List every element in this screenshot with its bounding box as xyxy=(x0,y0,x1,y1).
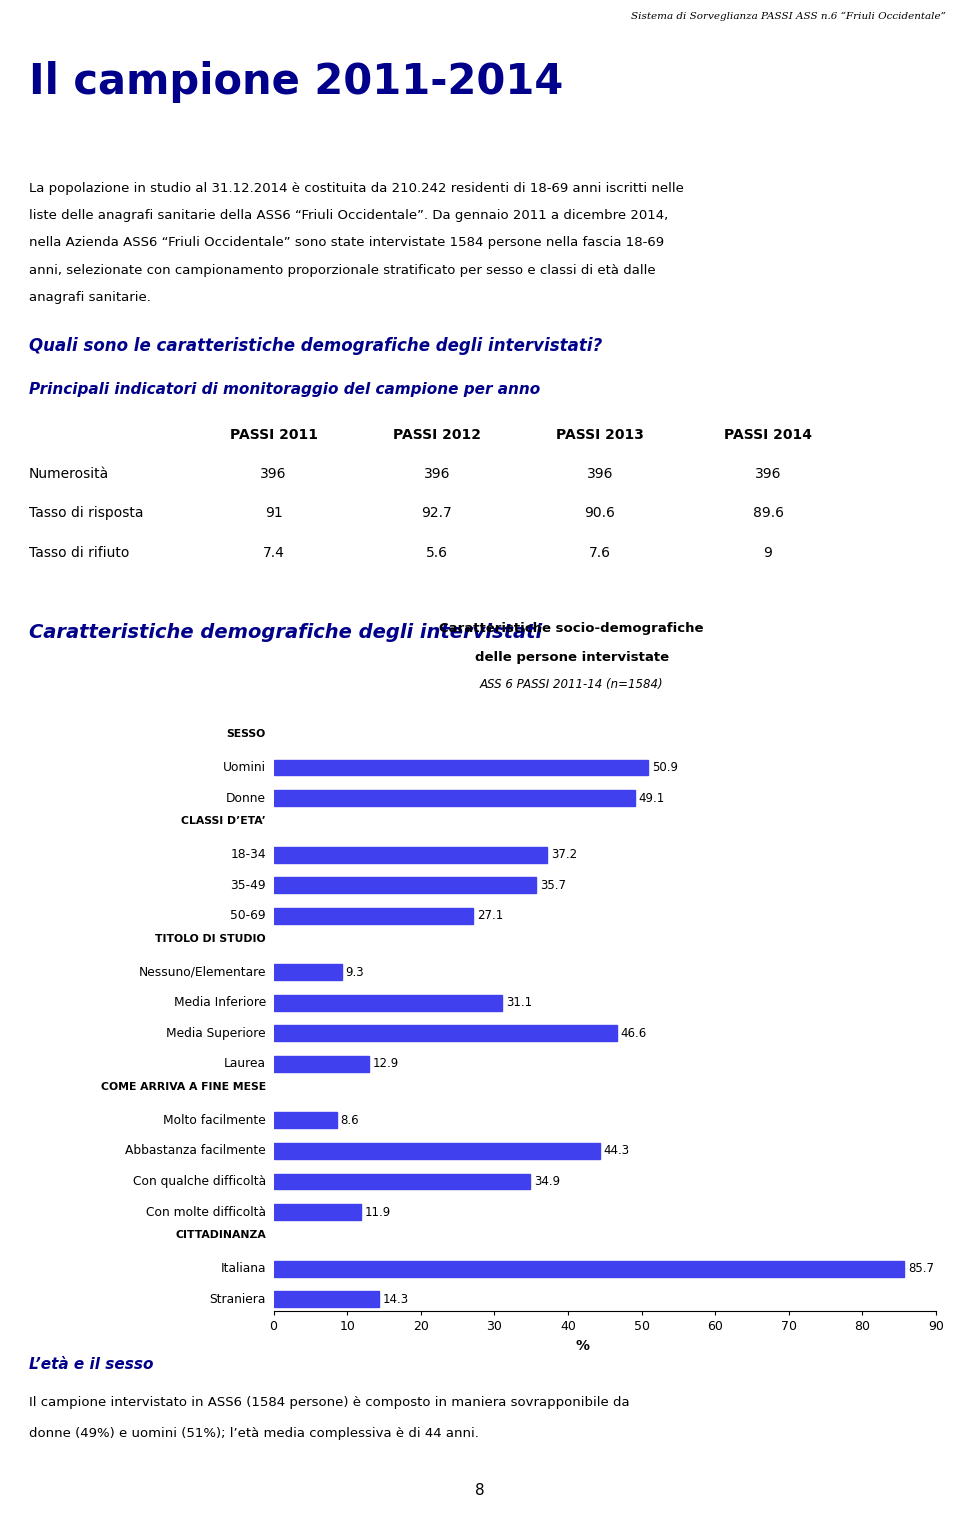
Text: Caratteristiche socio-demografiche: Caratteristiche socio-demografiche xyxy=(440,622,704,635)
Text: ASS 6 PASSI 2011-14 (n=1584): ASS 6 PASSI 2011-14 (n=1584) xyxy=(480,678,663,691)
Text: delle persone intervistate: delle persone intervistate xyxy=(474,650,669,664)
Text: nella Azienda ASS6 “Friuli Occidentale” sono state intervistate 1584 persone nel: nella Azienda ASS6 “Friuli Occidentale” … xyxy=(29,236,664,250)
Text: 44.3: 44.3 xyxy=(603,1145,630,1157)
Text: Quali sono le caratteristiche demografiche degli intervistati?: Quali sono le caratteristiche demografic… xyxy=(29,337,602,355)
Bar xyxy=(274,1173,531,1190)
Text: CITTADINANZA: CITTADINANZA xyxy=(175,1229,266,1240)
Text: 35.7: 35.7 xyxy=(540,879,566,891)
Bar xyxy=(274,908,473,923)
Bar xyxy=(274,760,648,776)
Text: PASSI 2014: PASSI 2014 xyxy=(724,428,812,441)
Text: 14.3: 14.3 xyxy=(382,1293,409,1305)
Text: 396: 396 xyxy=(423,467,450,481)
Text: PASSI 2011: PASSI 2011 xyxy=(229,428,318,441)
Text: 7.4: 7.4 xyxy=(263,546,284,559)
Text: Caratteristiche demografiche degli intervistati: Caratteristiche demografiche degli inter… xyxy=(29,623,542,643)
Text: Tasso di rifiuto: Tasso di rifiuto xyxy=(29,546,130,559)
Text: 18-34: 18-34 xyxy=(230,847,266,861)
Text: donne (49%) e uomini (51%); l’età media complessiva è di 44 anni.: donne (49%) e uomini (51%); l’età media … xyxy=(29,1427,479,1440)
Text: 35-49: 35-49 xyxy=(230,879,266,891)
Text: Straniera: Straniera xyxy=(209,1293,266,1305)
Text: 91: 91 xyxy=(265,506,282,520)
Text: La popolazione in studio al 31.12.2014 è costituita da 210.242 residenti di 18-6: La popolazione in studio al 31.12.2014 è… xyxy=(29,182,684,196)
Bar xyxy=(274,1113,337,1128)
Bar xyxy=(274,846,547,863)
Text: Tasso di risposta: Tasso di risposta xyxy=(29,506,143,520)
Text: 9: 9 xyxy=(763,546,773,559)
Text: Il campione 2011-2014: Il campione 2011-2014 xyxy=(29,61,564,103)
Text: PASSI 2013: PASSI 2013 xyxy=(556,428,644,441)
Bar xyxy=(274,1143,600,1158)
Text: Sistema di Sorveglianza PASSI ASS n.6 “Friuli Occidentale”: Sistema di Sorveglianza PASSI ASS n.6 “F… xyxy=(631,12,946,21)
Text: Principali indicatori di monitoraggio del campione per anno: Principali indicatori di monitoraggio de… xyxy=(29,382,540,397)
Text: L’età e il sesso: L’età e il sesso xyxy=(29,1357,154,1372)
Text: CLASSI D’ETA’: CLASSI D’ETA’ xyxy=(181,816,266,826)
Text: 46.6: 46.6 xyxy=(620,1026,646,1040)
Text: 7.6: 7.6 xyxy=(589,546,611,559)
Text: 31.1: 31.1 xyxy=(506,996,532,1010)
Bar xyxy=(274,1057,369,1072)
Bar xyxy=(274,790,635,807)
Text: Media Superiore: Media Superiore xyxy=(166,1026,266,1040)
Text: 8.6: 8.6 xyxy=(341,1114,359,1126)
Text: Laurea: Laurea xyxy=(224,1057,266,1070)
Text: 92.7: 92.7 xyxy=(421,506,452,520)
Text: 9.3: 9.3 xyxy=(346,966,365,979)
Text: Con qualche difficoltà: Con qualche difficoltà xyxy=(132,1175,266,1189)
Text: Il campione intervistato in ASS6 (1584 persone) è composto in maniera sovrapponi: Il campione intervistato in ASS6 (1584 p… xyxy=(29,1396,630,1410)
Text: liste delle anagrafi sanitarie della ASS6 “Friuli Occidentale”. Da gennaio 2011 : liste delle anagrafi sanitarie della ASS… xyxy=(29,209,668,223)
Text: SESSO: SESSO xyxy=(227,729,266,738)
Text: Numerosità: Numerosità xyxy=(29,467,109,481)
Text: 85.7: 85.7 xyxy=(908,1263,934,1275)
Text: Con molte difficoltà: Con molte difficoltà xyxy=(146,1205,266,1219)
Text: Molto facilmente: Molto facilmente xyxy=(163,1114,266,1126)
Text: 50.9: 50.9 xyxy=(652,761,678,775)
Text: 27.1: 27.1 xyxy=(477,910,503,922)
Text: 8: 8 xyxy=(475,1483,485,1498)
Text: Abbastanza facilmente: Abbastanza facilmente xyxy=(125,1145,266,1157)
Bar xyxy=(274,1025,616,1041)
Bar xyxy=(274,994,502,1011)
Text: 50-69: 50-69 xyxy=(230,910,266,922)
Text: anni, selezionate con campionamento proporzionale stratificato per sesso e class: anni, selezionate con campionamento prop… xyxy=(29,264,656,277)
Text: Nessuno/Elementare: Nessuno/Elementare xyxy=(138,966,266,979)
Bar xyxy=(274,1261,904,1276)
Text: 396: 396 xyxy=(755,467,781,481)
Text: 90.6: 90.6 xyxy=(585,506,615,520)
Text: 37.2: 37.2 xyxy=(551,847,577,861)
Bar xyxy=(274,964,342,981)
Bar xyxy=(274,1204,361,1220)
Text: 12.9: 12.9 xyxy=(372,1057,398,1070)
Bar xyxy=(274,1292,379,1307)
Text: 89.6: 89.6 xyxy=(753,506,783,520)
Text: 396: 396 xyxy=(260,467,287,481)
Text: 396: 396 xyxy=(587,467,613,481)
Text: Media Inferiore: Media Inferiore xyxy=(174,996,266,1010)
Text: 49.1: 49.1 xyxy=(638,791,665,805)
Text: Italiana: Italiana xyxy=(221,1263,266,1275)
Text: 11.9: 11.9 xyxy=(365,1205,391,1219)
Bar xyxy=(274,878,537,893)
Text: 34.9: 34.9 xyxy=(534,1175,561,1189)
Text: PASSI 2012: PASSI 2012 xyxy=(393,428,481,441)
Text: TITOLO DI STUDIO: TITOLO DI STUDIO xyxy=(156,934,266,943)
Text: COME ARRIVA A FINE MESE: COME ARRIVA A FINE MESE xyxy=(101,1082,266,1092)
Text: %: % xyxy=(576,1339,589,1352)
Text: Donne: Donne xyxy=(226,791,266,805)
Text: anagrafi sanitarie.: anagrafi sanitarie. xyxy=(29,291,151,305)
Text: Uomini: Uomini xyxy=(223,761,266,775)
Text: 5.6: 5.6 xyxy=(426,546,447,559)
